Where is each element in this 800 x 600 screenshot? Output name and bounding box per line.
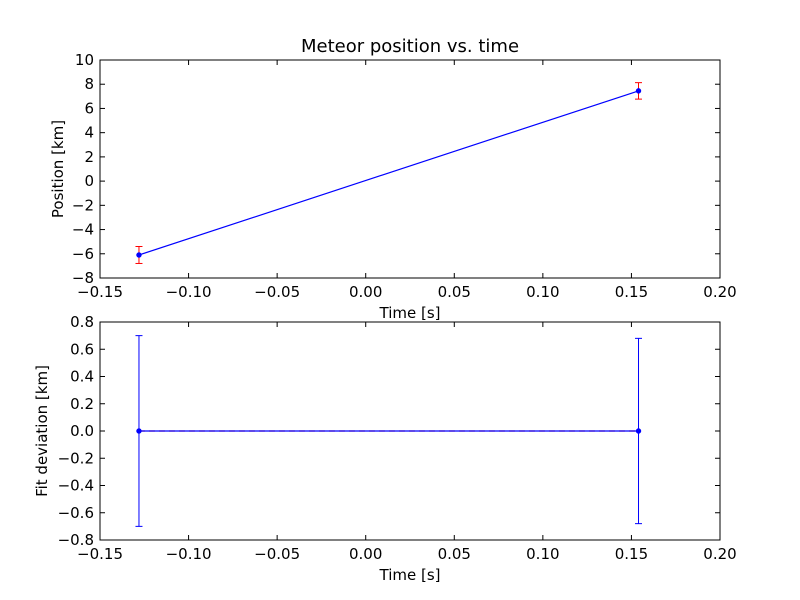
deviation-plot-ytick-label: 0.4 <box>70 368 94 386</box>
position-plot-ytick-label: 6 <box>84 99 94 117</box>
deviation-plot-xtick-label: −0.05 <box>254 545 300 563</box>
deviation-plot-marks <box>135 335 643 527</box>
deviation-plot-ytick-label: 0.2 <box>70 395 94 413</box>
deviation-plot-ticks: −0.15 −0.10 −0.05 0.00 0.05 0.10 0.15 0.20 −0.8 −… <box>58 313 737 563</box>
deviation-plot-xlabel: Time [s] <box>379 566 441 584</box>
deviation-plot-ytick-label: −0.6 <box>58 504 94 522</box>
position-plot-xtick-label: 0.20 <box>703 283 736 301</box>
deviation-plot-ytick-label: 0.0 <box>70 422 94 440</box>
deviation-plot-ytick-label: −0.2 <box>58 449 94 467</box>
position-plot-ytick-label: −6 <box>72 245 94 263</box>
deviation-plot-ytick-label: 0.8 <box>70 313 94 331</box>
position-plot-ytick-label: −2 <box>72 196 94 214</box>
position-plot-frame <box>99 59 721 279</box>
deviation-plot-xtick-label: −0.15 <box>77 545 123 563</box>
position-plot-marks <box>135 82 643 264</box>
position-plot-xtick-label: 0.10 <box>526 283 559 301</box>
position-plot-point <box>136 252 142 258</box>
position-plot-ytick-label: −8 <box>72 269 94 287</box>
position-plot-ytick-label: 2 <box>84 148 94 166</box>
deviation-plot-ytick-label: −0.4 <box>58 477 94 495</box>
deviation-plot-xtick-label: −0.10 <box>166 545 212 563</box>
deviation-plot-ylabel: Fit deviation [km] <box>33 365 51 497</box>
deviation-plot-ytick-label: 0.6 <box>70 340 94 358</box>
position-plot-xtick-label: −0.15 <box>77 283 123 301</box>
position-plot-ytick-label: 4 <box>84 124 94 142</box>
position-plot-xtick-label: −0.10 <box>166 283 212 301</box>
deviation-plot-ytick-label: −0.8 <box>58 531 94 549</box>
position-plot-xlabel: Time [s] <box>379 304 441 322</box>
position-plot-ytick-label: 0 <box>84 172 94 190</box>
position-plot-ytick-label: 10 <box>75 51 94 69</box>
position-plot-point <box>635 88 642 94</box>
position-plot: Meteor position vs. time −0.15 −0.10 −0.05… <box>49 36 737 322</box>
position-plot-xtick-label: −0.05 <box>254 283 300 301</box>
position-plot-series-line <box>138 90 639 256</box>
deviation-plot-xtick-label: 0.20 <box>703 545 736 563</box>
position-plot-xtick-label: 0.00 <box>349 283 382 301</box>
deviation-plot-point <box>136 428 142 434</box>
position-plot-ticks: −0.15 −0.10 −0.05 0.00 0.05 0.10 0.15 0.20 −8 −6 −… <box>72 51 737 301</box>
position-plot-xtick-label: 0.15 <box>615 283 648 301</box>
position-plot-title: Meteor position vs. time <box>301 36 519 57</box>
deviation-plot-point <box>635 428 642 434</box>
deviation-plot-xtick-label: 0.00 <box>349 545 382 563</box>
position-plot-ytick-label: −4 <box>72 221 94 239</box>
deviation-plot-xtick-label: 0.15 <box>615 545 648 563</box>
deviation-plot: −0.15 −0.10 −0.05 0.00 0.05 0.10 0.15 0.20 −0.8 −… <box>33 313 737 584</box>
deviation-plot-xtick-label: 0.10 <box>526 545 559 563</box>
position-plot-ylabel: Position [km] <box>49 120 67 218</box>
deviation-plot-xtick-label: 0.05 <box>438 545 471 563</box>
position-plot-ytick-label: 8 <box>84 75 94 93</box>
position-plot-xtick-label: 0.05 <box>438 283 471 301</box>
